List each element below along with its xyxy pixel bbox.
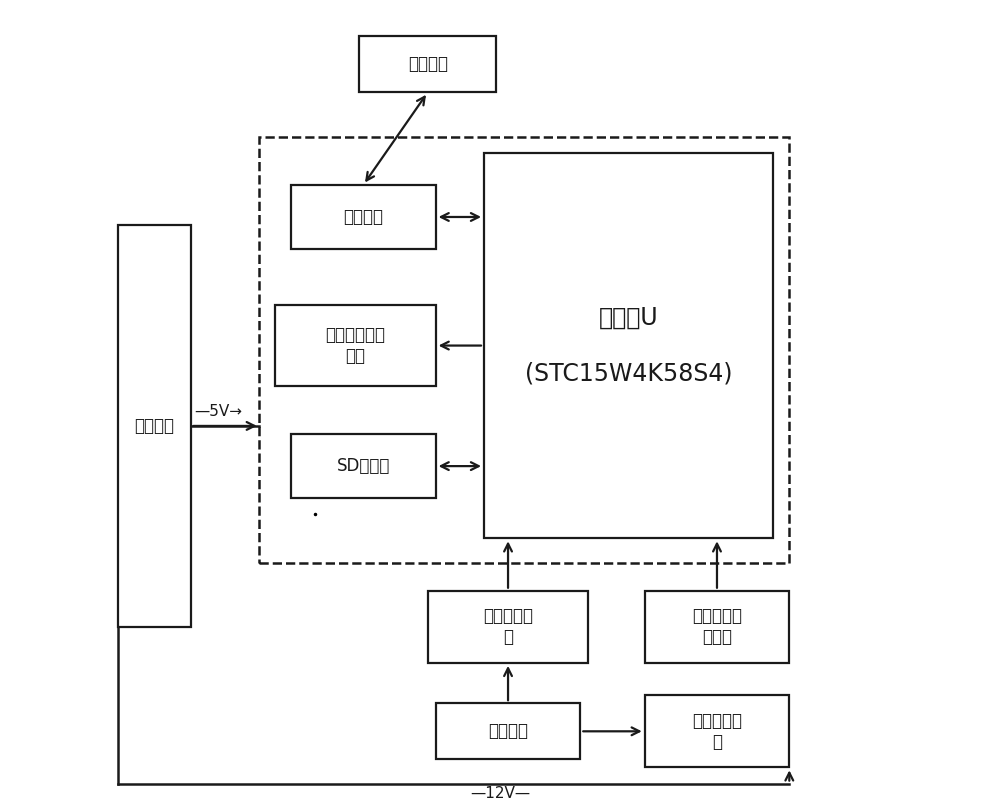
Text: SD卡模块: SD卡模块 (337, 457, 390, 475)
Bar (259, 137, 789, 563)
Text: 气压控制电
路: 气压控制电 路 (692, 712, 742, 751)
Bar (428, 591, 588, 663)
Text: 时钟信号发
生电路: 时钟信号发 生电路 (692, 608, 742, 646)
Bar (275, 305, 436, 386)
Text: 检测对象: 检测对象 (488, 722, 528, 741)
Text: 单片机U

(STC15W4K58S4): 单片机U (STC15W4K58S4) (525, 306, 732, 386)
Text: —5V→: —5V→ (195, 404, 243, 419)
Bar (291, 434, 436, 498)
Text: 信号采集电
路: 信号采集电 路 (483, 608, 533, 646)
Bar (645, 591, 789, 663)
Bar (436, 704, 580, 759)
Bar (118, 225, 191, 627)
Bar (484, 153, 773, 539)
Bar (645, 696, 789, 767)
Text: 供电电路: 供电电路 (134, 417, 174, 435)
Text: 移动设备: 移动设备 (408, 56, 448, 73)
Bar (359, 36, 496, 93)
Text: —12V—: —12V— (470, 786, 530, 801)
Bar (291, 185, 436, 249)
Text: 通信电路: 通信电路 (343, 208, 383, 226)
Text: 工作状态指示
电路: 工作状态指示 电路 (325, 326, 385, 365)
